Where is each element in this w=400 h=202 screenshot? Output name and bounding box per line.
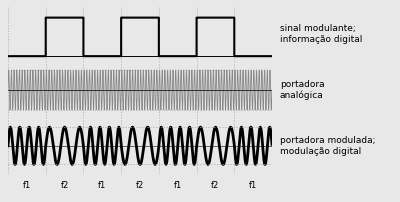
Text: f1: f1 bbox=[249, 181, 257, 190]
Text: f2: f2 bbox=[211, 181, 220, 190]
Text: f1: f1 bbox=[174, 181, 182, 190]
Text: portadora modulada;
modulação digital: portadora modulada; modulação digital bbox=[280, 136, 376, 156]
Text: f2: f2 bbox=[60, 181, 69, 190]
Text: sinal modulante;
informação digital: sinal modulante; informação digital bbox=[280, 24, 362, 44]
Text: portadora
analógica: portadora analógica bbox=[280, 80, 324, 100]
Text: f2: f2 bbox=[136, 181, 144, 190]
Text: f1: f1 bbox=[23, 181, 31, 190]
Text: f1: f1 bbox=[98, 181, 106, 190]
